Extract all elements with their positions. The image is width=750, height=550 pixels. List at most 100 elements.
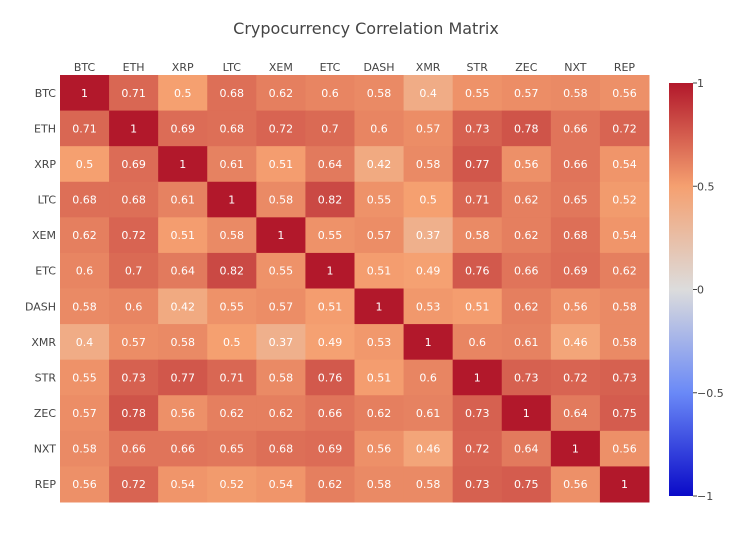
heatmap-cell [354, 181, 405, 218]
heatmap-cell [354, 217, 405, 254]
cell-value-label: 0.51 [367, 371, 392, 384]
heatmap-cell [60, 324, 110, 361]
cell-value-label: 0.69 [121, 158, 146, 171]
cell-value-label: 0.82 [318, 194, 343, 207]
colorbar-tick-label: 1 [697, 77, 704, 90]
cell-value-label: 0.66 [514, 265, 539, 278]
cell-value-label: 0.6 [468, 336, 486, 349]
cell-value-label: 0.64 [563, 407, 588, 420]
heatmap-cell [354, 75, 405, 112]
heatmap-cell [354, 430, 405, 467]
cell-value-label: 0.66 [170, 443, 195, 456]
x-axis-ticks: BTC ETH XRP LTC XEM ETC DASH XMR STR ZEC NXT REP [74, 61, 636, 74]
heatmap-cell [354, 288, 405, 325]
cell-value-label: 0.52 [220, 478, 245, 491]
cell-value-label: 0.58 [612, 300, 637, 313]
cell-value-label: 0.58 [367, 87, 392, 100]
cell-value-label: 0.73 [514, 371, 539, 384]
cell-value-label: 0.68 [269, 443, 294, 456]
cell-value-label: 0.58 [72, 443, 97, 456]
heatmap-cell [550, 430, 601, 467]
cell-value-label: 0.54 [612, 158, 637, 171]
heatmap-cell [501, 324, 552, 361]
heatmap-cell [501, 288, 552, 325]
colorbar-tick-label: 0 [697, 284, 704, 297]
cell-value-label: 0.56 [72, 478, 97, 491]
heatmap-cell [60, 288, 110, 325]
heatmap-cell [354, 146, 405, 183]
cell-value-label: 0.6 [76, 265, 94, 278]
heatmap-cell [550, 395, 601, 432]
x-tick-label: XRP [172, 61, 194, 74]
cell-value-label: 0.72 [121, 478, 146, 491]
heatmap-cell [256, 75, 306, 112]
heatmap-cell [599, 395, 650, 432]
cell-value-label: 0.58 [269, 194, 294, 207]
heatmap-cell [207, 466, 257, 503]
cell-value-label: 0.68 [121, 194, 146, 207]
cell-value-label: 0.37 [269, 336, 294, 349]
heatmap-cell [550, 75, 601, 112]
heatmap-cell [501, 395, 552, 432]
cell-value-label: 0.53 [367, 336, 392, 349]
cell-value-label: 0.58 [170, 336, 195, 349]
y-tick-label: XMR [31, 336, 56, 349]
cell-value-label: 1 [376, 300, 383, 313]
heatmap-cell [403, 466, 454, 503]
heatmap-cell [207, 252, 257, 289]
cell-value-label: 0.51 [367, 265, 392, 278]
heatmap-cell [452, 110, 503, 147]
cell-value-label: 1 [621, 478, 628, 491]
heatmap-cell [452, 324, 503, 361]
heatmap-cell [305, 395, 355, 432]
cell-value-label: 0.64 [170, 265, 195, 278]
cell-value-label: 0.51 [269, 158, 294, 171]
cell-value-label: 0.75 [612, 407, 637, 420]
cell-value-label: 0.64 [318, 158, 343, 171]
heatmap-cell [599, 110, 650, 147]
cell-value-label: 1 [326, 265, 333, 278]
heatmap-cell [158, 395, 208, 432]
cell-value-label: 0.62 [269, 87, 294, 100]
heatmap-cell [452, 288, 503, 325]
heatmap-cell [550, 181, 601, 218]
heatmap-cell [256, 288, 306, 325]
heatmap-cell [256, 395, 306, 432]
heatmap-cell [109, 395, 159, 432]
cell-value-label: 0.65 [220, 443, 245, 456]
heatmap-cell [501, 75, 552, 112]
heatmap-cell [501, 146, 552, 183]
heatmap-cell [109, 288, 159, 325]
cell-value-label: 0.58 [416, 478, 441, 491]
heatmap-cell [550, 359, 601, 396]
heatmap-cell [452, 395, 503, 432]
heatmap-cell [354, 359, 405, 396]
cell-value-label: 0.62 [269, 407, 294, 420]
heatmap-cell [207, 146, 257, 183]
heatmap-cell [403, 217, 454, 254]
heatmap-cell [256, 430, 306, 467]
cell-value-label: 0.57 [72, 407, 97, 420]
y-tick-label: STR [35, 371, 57, 384]
cell-value-label: 0.76 [465, 265, 490, 278]
cell-value-label: 0.62 [318, 478, 343, 491]
heatmap-cell [354, 110, 405, 147]
y-tick-label: ETH [34, 122, 56, 135]
cell-value-label: 0.56 [612, 87, 637, 100]
heatmap-cell [109, 252, 159, 289]
heatmap-cell [305, 466, 355, 503]
cell-value-label: 0.58 [367, 478, 392, 491]
heatmap-cell [305, 359, 355, 396]
heatmap-cell [452, 146, 503, 183]
heatmap-cell [305, 252, 355, 289]
heatmap-cell [599, 181, 650, 218]
colorbar-ticks: 1 0.5 0 −0.5 −1 [693, 77, 724, 503]
heatmap-cell [452, 252, 503, 289]
cell-value-label: 0.4 [419, 87, 437, 100]
y-tick-label: NXT [34, 443, 57, 456]
cell-value-label: 0.55 [465, 87, 490, 100]
heatmap-cell [452, 359, 503, 396]
cell-value-label: 0.78 [514, 122, 539, 135]
cell-value-label: 0.72 [465, 443, 490, 456]
cell-value-label: 0.78 [121, 407, 146, 420]
